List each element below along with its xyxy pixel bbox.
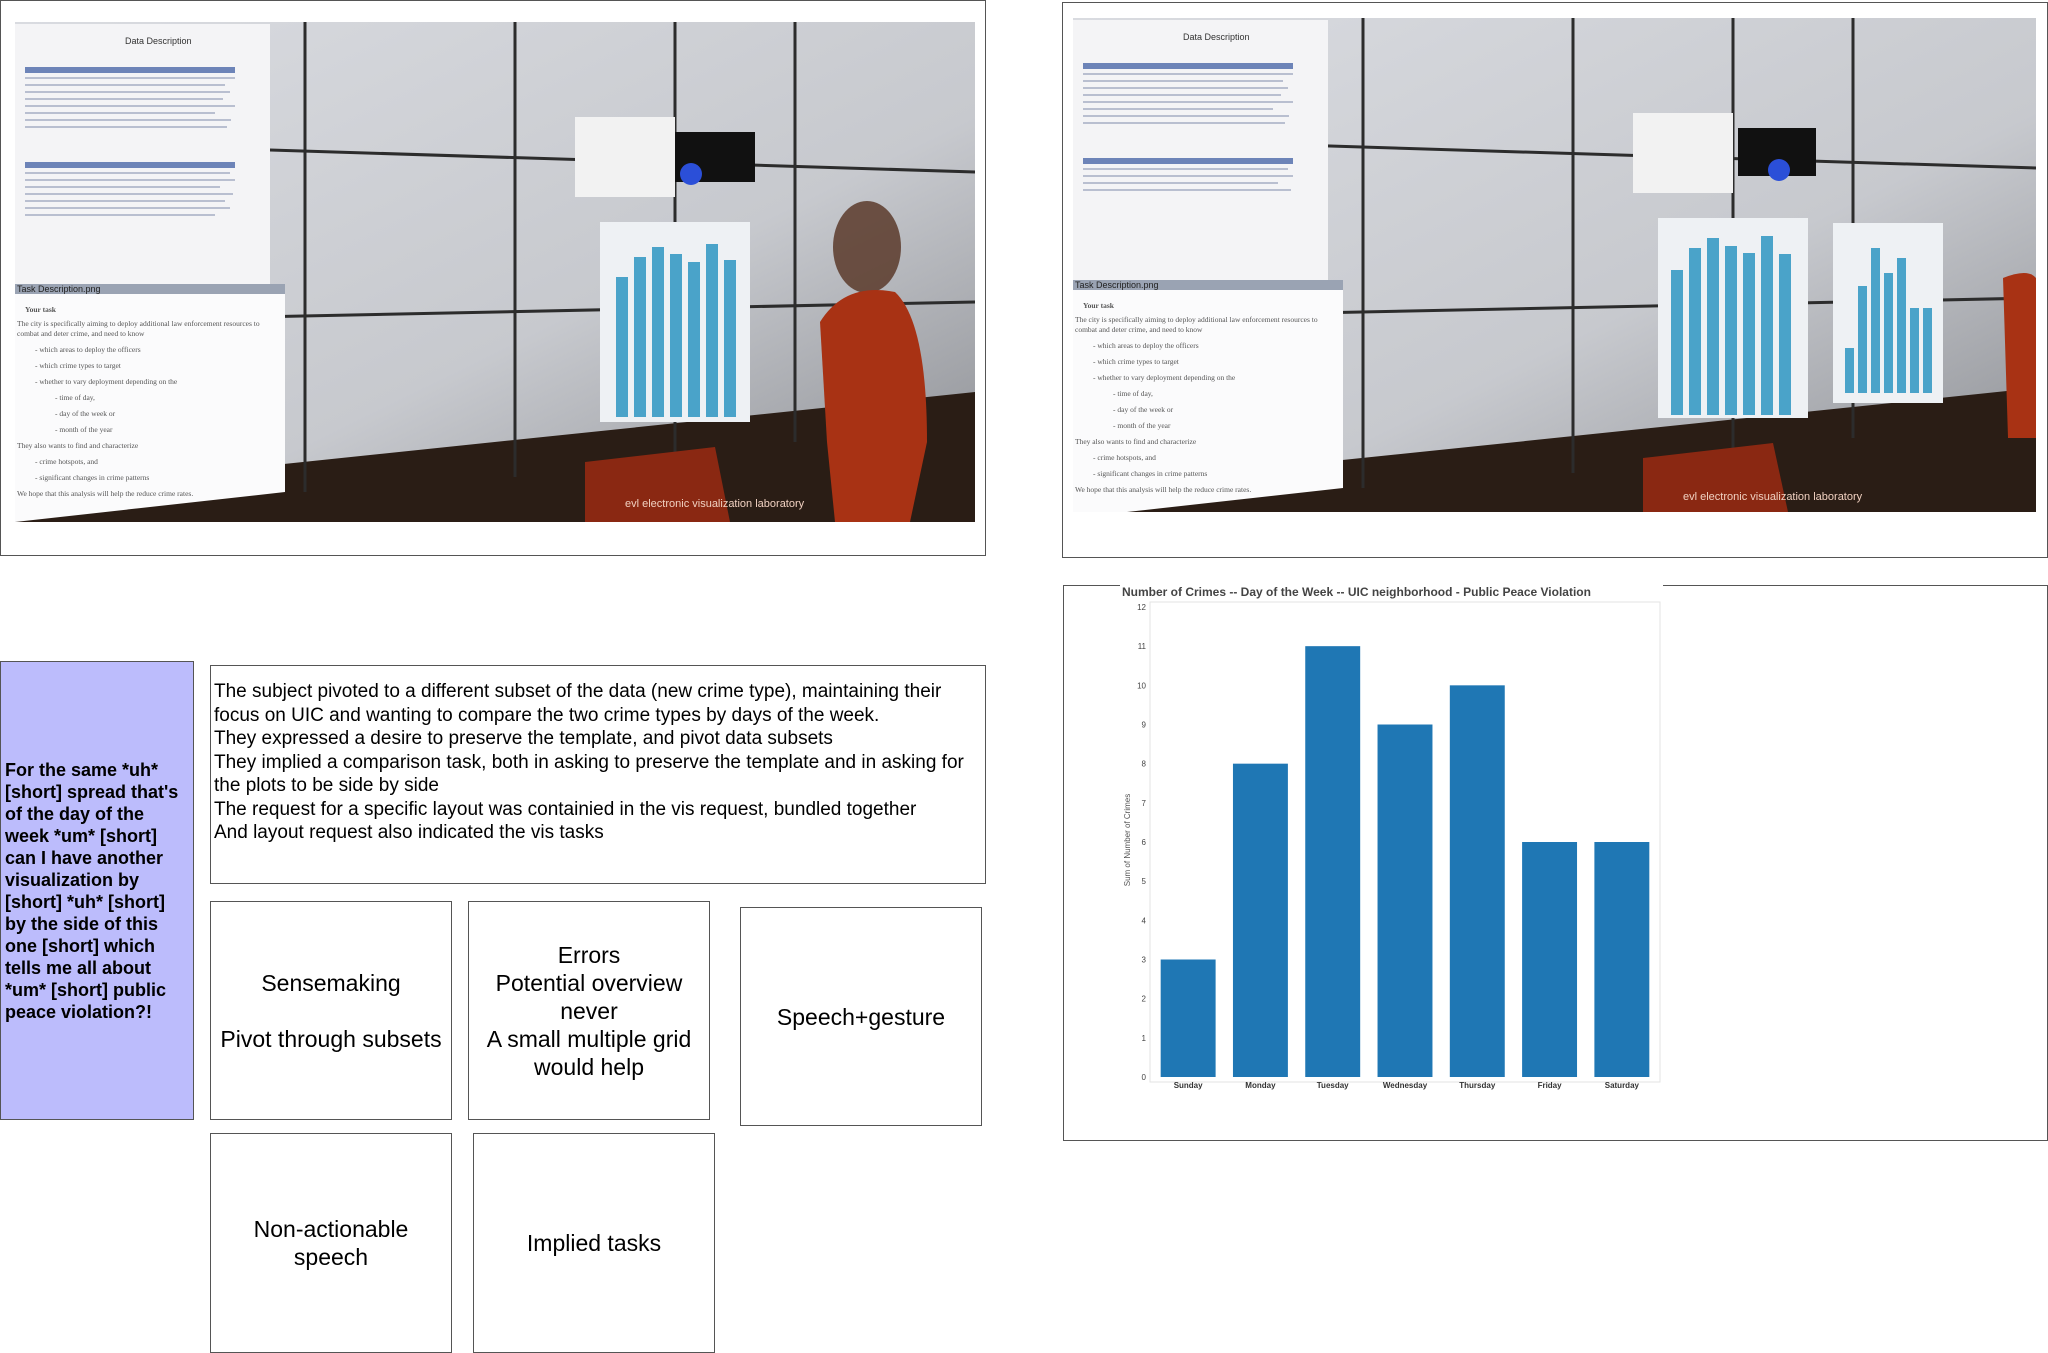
tag-non-actionable-speech: Non-actionable speech (210, 1133, 452, 1353)
right-logo-text: evl electronic visualization laboratory (1683, 491, 1863, 503)
analysis-note: The subject pivoted to a different subse… (214, 681, 942, 726)
svg-text:- which areas to deploy the of: - which areas to deploy the officers (1093, 341, 1199, 350)
svg-text:combat and deter crime, and ne: combat and deter crime, and need to know (1075, 325, 1203, 334)
tag-speech-gesture-text: Speech+gesture (776, 1003, 946, 1030)
left-window-title: Data Description (125, 36, 192, 46)
svg-text:We hope that this analysis wil: We hope that this analysis will help the… (1075, 485, 1251, 494)
left-photo: Data Description Task Description.png Yo… (15, 22, 975, 522)
utterance-quote-box: For the same *uh* [short] spread that's … (0, 661, 194, 1120)
svg-text:- which crime types to target: - which crime types to target (1093, 357, 1180, 366)
svg-text:- significant changes in crime: - significant changes in crime patterns (1093, 469, 1207, 478)
svg-text:- day of the week or: - day of the week or (1113, 405, 1174, 414)
svg-text:The city is specifically aimin: The city is specifically aiming to deplo… (1075, 315, 1318, 324)
tag-speech-gesture: Speech+gesture (740, 907, 982, 1126)
left-task-window-title: Task Description.png (17, 284, 101, 294)
analysis-note: And layout request also indicated the vi… (214, 822, 604, 843)
svg-text:Your task: Your task (1083, 301, 1115, 310)
tag-implied-tasks: Implied tasks (473, 1133, 715, 1353)
tag-sensemaking-title: Sensemaking (261, 969, 401, 996)
svg-text:We hope that this analysis wil: We hope that this analysis will help the… (17, 489, 193, 498)
svg-text:The city is specifically aimin: The city is specifically aiming to deplo… (17, 319, 260, 328)
svg-text:- day of the week or: - day of the week or (55, 409, 116, 418)
svg-text:- whether to vary deployment d: - whether to vary deployment depending o… (35, 377, 178, 386)
svg-text:- crime hotspots, and: - crime hotspots, and (35, 457, 98, 466)
svg-text:- crime hotspots, and: - crime hotspots, and (1093, 453, 1156, 462)
tag-non-actionable-text: Non-actionable speech (253, 1216, 409, 1270)
chart-frame (1063, 585, 2048, 1141)
tag-errors-title: Errors (557, 941, 621, 968)
analysis-notes-box: The subject pivoted to a different subse… (210, 665, 986, 884)
analysis-note: The request for a specific layout was co… (214, 798, 917, 820)
chart-title: Number of Crimes -- Day of the Week -- U… (1122, 585, 1591, 599)
svg-text:- time of day,: - time of day, (55, 393, 95, 402)
analysis-note: They expressed a desire to preserve the … (214, 728, 833, 749)
svg-text:- time of day,: - time of day, (1113, 389, 1153, 398)
tag-sensemaking: Sensemaking Pivot through subsets (210, 901, 452, 1120)
right-window-title: Data Description (1183, 32, 1250, 42)
tag-errors: Errors Potential overview never A small … (468, 901, 710, 1120)
svg-text:- which crime types to target: - which crime types to target (35, 361, 122, 370)
tag-implied-tasks-text: Implied tasks (526, 1230, 662, 1256)
svg-text:- whether to vary deployment d: - whether to vary deployment depending o… (1093, 373, 1236, 382)
right-task-window-title: Task Description.png (1075, 280, 1159, 290)
svg-text:They also wants to find and ch: They also wants to find and characterize (17, 441, 139, 450)
svg-text:Your task: Your task (25, 305, 57, 314)
svg-text:- which areas to deploy the of: - which areas to deploy the officers (35, 345, 141, 354)
chart-title-bg (1120, 576, 1663, 596)
svg-text:combat and deter crime, and ne: combat and deter crime, and need to know (17, 329, 145, 338)
svg-text:- month of the year: - month of the year (55, 425, 113, 434)
tag-errors-detail: Potential overview never (495, 969, 683, 1024)
svg-text:They also wants to find and ch: They also wants to find and characterize (1075, 437, 1197, 446)
tag-sensemaking-detail: Pivot through subsets (220, 1025, 442, 1052)
utterance-quote-text: For the same *uh* [short] spread that's … (5, 759, 179, 1022)
left-logo-text: evl electronic visualization laboratory (625, 498, 805, 510)
analysis-note: They implied a comparison task, both in … (214, 751, 964, 797)
tag-errors-suggestion: A small multiple grid would help (486, 1025, 692, 1080)
right-photo: Data Description Task Description.png Yo… (1073, 18, 2036, 512)
svg-text:- month of the year: - month of the year (1113, 421, 1171, 430)
svg-text:- significant changes in crime: - significant changes in crime patterns (35, 473, 149, 482)
